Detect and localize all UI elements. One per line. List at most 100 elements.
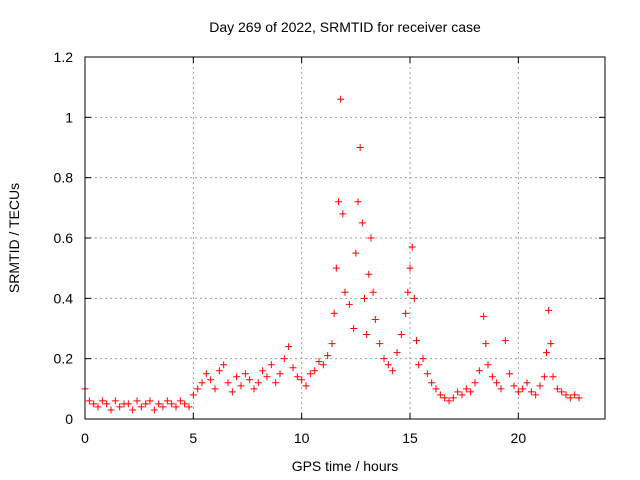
data-point — [285, 343, 293, 351]
data-point — [194, 385, 202, 393]
data-point — [354, 198, 362, 206]
data-point — [124, 400, 132, 408]
data-point — [328, 340, 336, 348]
data-point — [410, 294, 418, 302]
data-point — [543, 349, 550, 357]
data-point — [558, 388, 566, 396]
data-point — [332, 264, 340, 272]
data-point — [220, 361, 228, 369]
data-point — [389, 367, 397, 375]
data-point — [413, 337, 420, 345]
data-point — [254, 379, 262, 387]
data-point — [506, 370, 514, 378]
x-tick-label: 10 — [294, 430, 310, 446]
data-point — [536, 382, 544, 390]
data-point — [224, 379, 232, 387]
data-point — [363, 331, 371, 339]
y-tick-label: 0.6 — [54, 230, 74, 246]
data-points — [81, 95, 583, 414]
data-point — [352, 249, 360, 257]
data-point — [250, 385, 258, 393]
x-tick-label: 20 — [511, 430, 527, 446]
data-point — [163, 397, 171, 405]
data-point — [493, 379, 501, 387]
data-point — [85, 397, 93, 405]
data-point — [380, 355, 388, 363]
data-point — [406, 264, 414, 272]
data-point — [415, 361, 423, 369]
data-point — [341, 288, 349, 296]
data-point — [198, 379, 206, 387]
data-point — [350, 325, 358, 332]
data-point — [408, 243, 416, 251]
data-point — [211, 385, 219, 393]
data-point — [545, 306, 553, 314]
data-point — [233, 373, 241, 381]
data-point — [480, 312, 488, 320]
data-point — [176, 397, 184, 405]
data-point — [428, 379, 436, 387]
data-point — [94, 403, 102, 411]
data-point — [339, 210, 347, 218]
data-point — [527, 388, 535, 396]
x-tick-label: 15 — [402, 430, 418, 446]
data-point — [361, 294, 368, 302]
data-point — [462, 385, 470, 393]
data-point — [293, 373, 301, 381]
data-point — [142, 400, 150, 408]
x-tick-label: 0 — [81, 430, 89, 446]
data-point — [207, 376, 215, 384]
y-tick-label: 0.8 — [54, 170, 74, 186]
grid — [85, 57, 605, 419]
data-point — [289, 364, 297, 372]
data-point — [445, 397, 453, 405]
data-point — [553, 385, 561, 393]
data-point — [482, 340, 490, 348]
data-point — [562, 391, 570, 399]
data-point — [436, 391, 444, 399]
data-point — [159, 403, 167, 411]
axis-ticks: 0 0.2 0.4 0.6 0.8 1 1.2 0 5 10 15 20 — [54, 49, 605, 446]
data-point — [181, 400, 189, 408]
data-point — [335, 198, 342, 206]
data-point — [103, 400, 111, 408]
data-point — [571, 391, 579, 399]
data-point — [449, 394, 457, 402]
data-point — [367, 234, 375, 242]
data-point — [98, 397, 106, 405]
data-point — [228, 388, 236, 396]
data-point — [454, 388, 462, 396]
y-tick-label: 0.4 — [54, 290, 74, 306]
data-point — [484, 361, 492, 369]
data-point — [402, 309, 410, 317]
data-point — [475, 367, 483, 375]
data-point — [566, 394, 574, 402]
data-point — [365, 270, 373, 278]
x-tick-label: 5 — [189, 430, 197, 446]
data-point — [345, 300, 353, 308]
data-point — [246, 376, 254, 384]
y-tick-label: 1 — [65, 109, 73, 125]
data-point — [549, 373, 557, 381]
data-point — [540, 373, 548, 381]
data-point — [419, 355, 427, 363]
chart-title: Day 269 of 2022, SRMTID for receiver cas… — [209, 19, 481, 35]
data-point — [501, 337, 509, 345]
data-point — [315, 358, 323, 366]
data-point — [471, 379, 479, 387]
data-point — [319, 361, 327, 369]
data-point — [467, 388, 475, 396]
data-point — [369, 288, 377, 296]
data-point — [272, 379, 280, 387]
data-point — [547, 340, 555, 348]
data-point — [111, 397, 119, 405]
data-point — [404, 288, 412, 296]
y-tick-label: 1.2 — [54, 49, 74, 65]
y-tick-label: 0 — [65, 411, 73, 427]
data-point — [337, 95, 345, 103]
data-point — [519, 385, 527, 393]
data-point — [514, 388, 522, 396]
data-point — [116, 403, 124, 411]
data-point — [397, 331, 405, 339]
data-point — [311, 367, 319, 375]
